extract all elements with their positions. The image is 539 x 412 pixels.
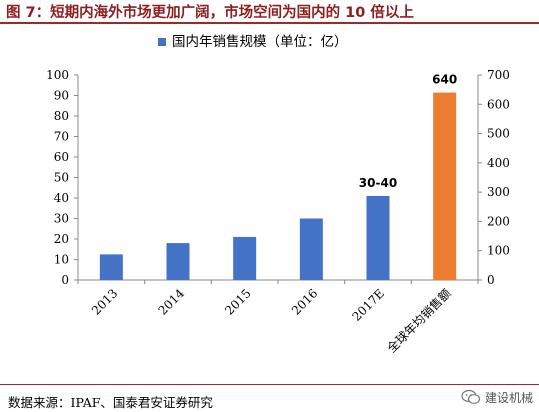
watermark-label: 建设机械 xyxy=(484,390,533,405)
bar-2013 xyxy=(99,254,123,280)
x-tick-label: 2017E xyxy=(349,286,387,324)
legend-swatch xyxy=(158,38,166,46)
right-tick-label: 500 xyxy=(487,127,510,141)
right-tick-label: 700 xyxy=(487,68,510,82)
legend-label: 国内年销售规模（单位：亿） xyxy=(172,34,348,50)
bar-2017E xyxy=(366,195,390,280)
left-tick-label: 80 xyxy=(54,109,69,123)
bar-2015 xyxy=(233,236,257,280)
x-tick-label: 2016 xyxy=(289,286,320,317)
watermark: 建设机械 xyxy=(461,386,533,408)
footer-divider xyxy=(0,384,539,385)
x-tick-label: 全球年均销售额 xyxy=(384,286,454,356)
right-tick-label: 300 xyxy=(487,185,510,199)
left-tick-label: 50 xyxy=(54,171,69,185)
x-tick-label: 2014 xyxy=(156,286,188,318)
source-note: 数据来源：IPAF、国泰君安证券研究 xyxy=(8,395,213,410)
right-tick-label: 400 xyxy=(487,156,510,170)
bar-chart: 0 10 20 30 40 50 60 70 80 90 100 0 100 200 300 400 500 60… xyxy=(46,34,510,356)
wechat-icon xyxy=(461,389,481,404)
data-label: 30-40 xyxy=(359,176,397,190)
x-tick-label: 2013 xyxy=(89,286,120,317)
left-tick-label: 10 xyxy=(54,253,69,267)
left-tick-label: 70 xyxy=(54,130,69,144)
left-tick-label: 0 xyxy=(61,273,69,287)
left-tick-label: 100 xyxy=(46,68,69,82)
bar-全球年均销售额 xyxy=(433,92,457,280)
right-tick-label: 600 xyxy=(487,97,510,111)
left-tick-label: 90 xyxy=(54,89,69,103)
bar-2016 xyxy=(299,218,323,280)
right-tick-label: 100 xyxy=(487,244,510,258)
left-tick-label: 60 xyxy=(54,150,69,164)
left-tick-label: 30 xyxy=(54,212,69,226)
left-tick-label: 20 xyxy=(54,232,69,246)
right-tick-label: 200 xyxy=(487,214,510,228)
figure-title: 图 7：短期内海外市场更加广阔，市场空间为国内的 10 倍以上 xyxy=(6,5,414,21)
title-divider xyxy=(0,22,539,24)
x-tick-label: 2015 xyxy=(222,286,253,317)
bar-2014 xyxy=(166,243,190,280)
data-label: 640 xyxy=(432,73,457,87)
left-tick-label: 40 xyxy=(54,191,69,205)
right-tick-label: 0 xyxy=(487,273,495,287)
